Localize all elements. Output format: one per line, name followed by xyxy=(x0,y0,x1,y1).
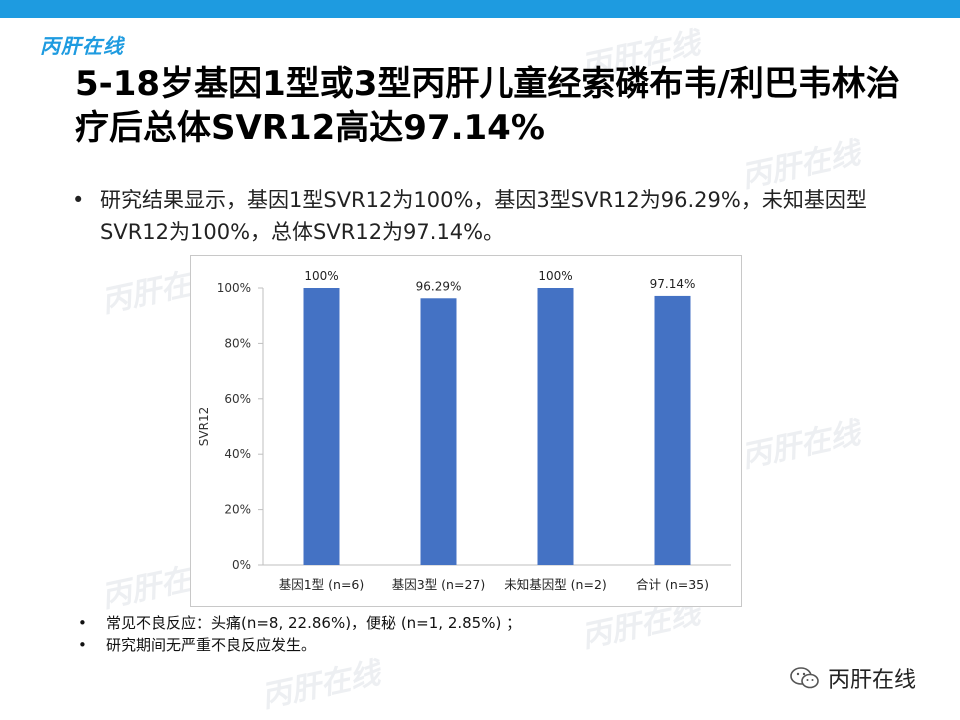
y-tick-label: 20% xyxy=(224,503,251,517)
result-bullet: • 研究结果显示，基因1型SVR12为100%，基因3型SVR12为96.29%… xyxy=(72,184,922,248)
x-tick-label: 基因3型 (n=27) xyxy=(392,577,485,592)
note-item: • 研究期间无严重不良反应发生。 xyxy=(72,634,772,656)
svr12-bar-chart: 0% 20% 40% 60% 80% 100% SVR12 100% 基因1型 (n=6) 96.… xyxy=(197,269,731,592)
y-tick-label: 0% xyxy=(232,558,251,572)
slide-title: 5-18岁基因1型或3型丙肝儿童经索磷布韦/利巴韦林治疗后总体SVR12高达97… xyxy=(75,64,900,148)
bar xyxy=(420,298,457,565)
adverse-events-notes: • 常见不良反应：头痛(n=8, 22.86%)，便秘 (n=1, 2.85%)… xyxy=(72,612,772,656)
data-label: 97.14% xyxy=(650,277,696,291)
note-text: 常见不良反应：头痛(n=8, 22.86%)，便秘 (n=1, 2.85%) ； xyxy=(106,614,522,632)
x-tick-label: 基因1型 (n=6) xyxy=(279,577,365,592)
bullet-dot: • xyxy=(72,188,85,212)
watermark: 丙肝在线 xyxy=(738,415,864,476)
wechat-label: 丙肝在线 xyxy=(828,668,917,693)
wechat-icon xyxy=(790,667,819,689)
bar xyxy=(537,288,574,565)
result-text: 研究结果显示，基因1型SVR12为100%，基因3型SVR12为96.29%，未… xyxy=(100,188,867,244)
chart-container: 0% 20% 40% 60% 80% 100% SVR12 100% 基因1型 (n=6) 96.… xyxy=(190,255,742,607)
data-label: 100% xyxy=(538,269,572,283)
y-axis-label: SVR12 xyxy=(197,407,211,446)
y-tick-label: 60% xyxy=(224,392,251,406)
brand-logo: 丙肝在线 xyxy=(40,34,124,58)
bar xyxy=(654,295,691,565)
bar xyxy=(303,288,340,565)
watermark: 丙肝在线 xyxy=(258,655,384,716)
y-tick-label: 100% xyxy=(217,281,251,295)
note-text: 研究期间无严重不良反应发生。 xyxy=(106,636,317,654)
bullet-dot: • xyxy=(78,614,87,632)
data-label: 96.29% xyxy=(416,279,462,293)
data-label: 100% xyxy=(304,269,338,283)
x-tick-label: 合计 (n=35) xyxy=(636,577,709,592)
note-item: • 常见不良反应：头痛(n=8, 22.86%)，便秘 (n=1, 2.85%)… xyxy=(72,612,772,634)
top-accent-bar xyxy=(0,0,960,18)
bullet-dot: • xyxy=(78,636,87,654)
y-tick-label: 80% xyxy=(224,336,251,350)
y-tick-label: 40% xyxy=(224,447,251,461)
wechat-account: 丙肝在线 xyxy=(790,662,916,694)
x-tick-label: 未知基因型 (n=2) xyxy=(504,577,607,592)
